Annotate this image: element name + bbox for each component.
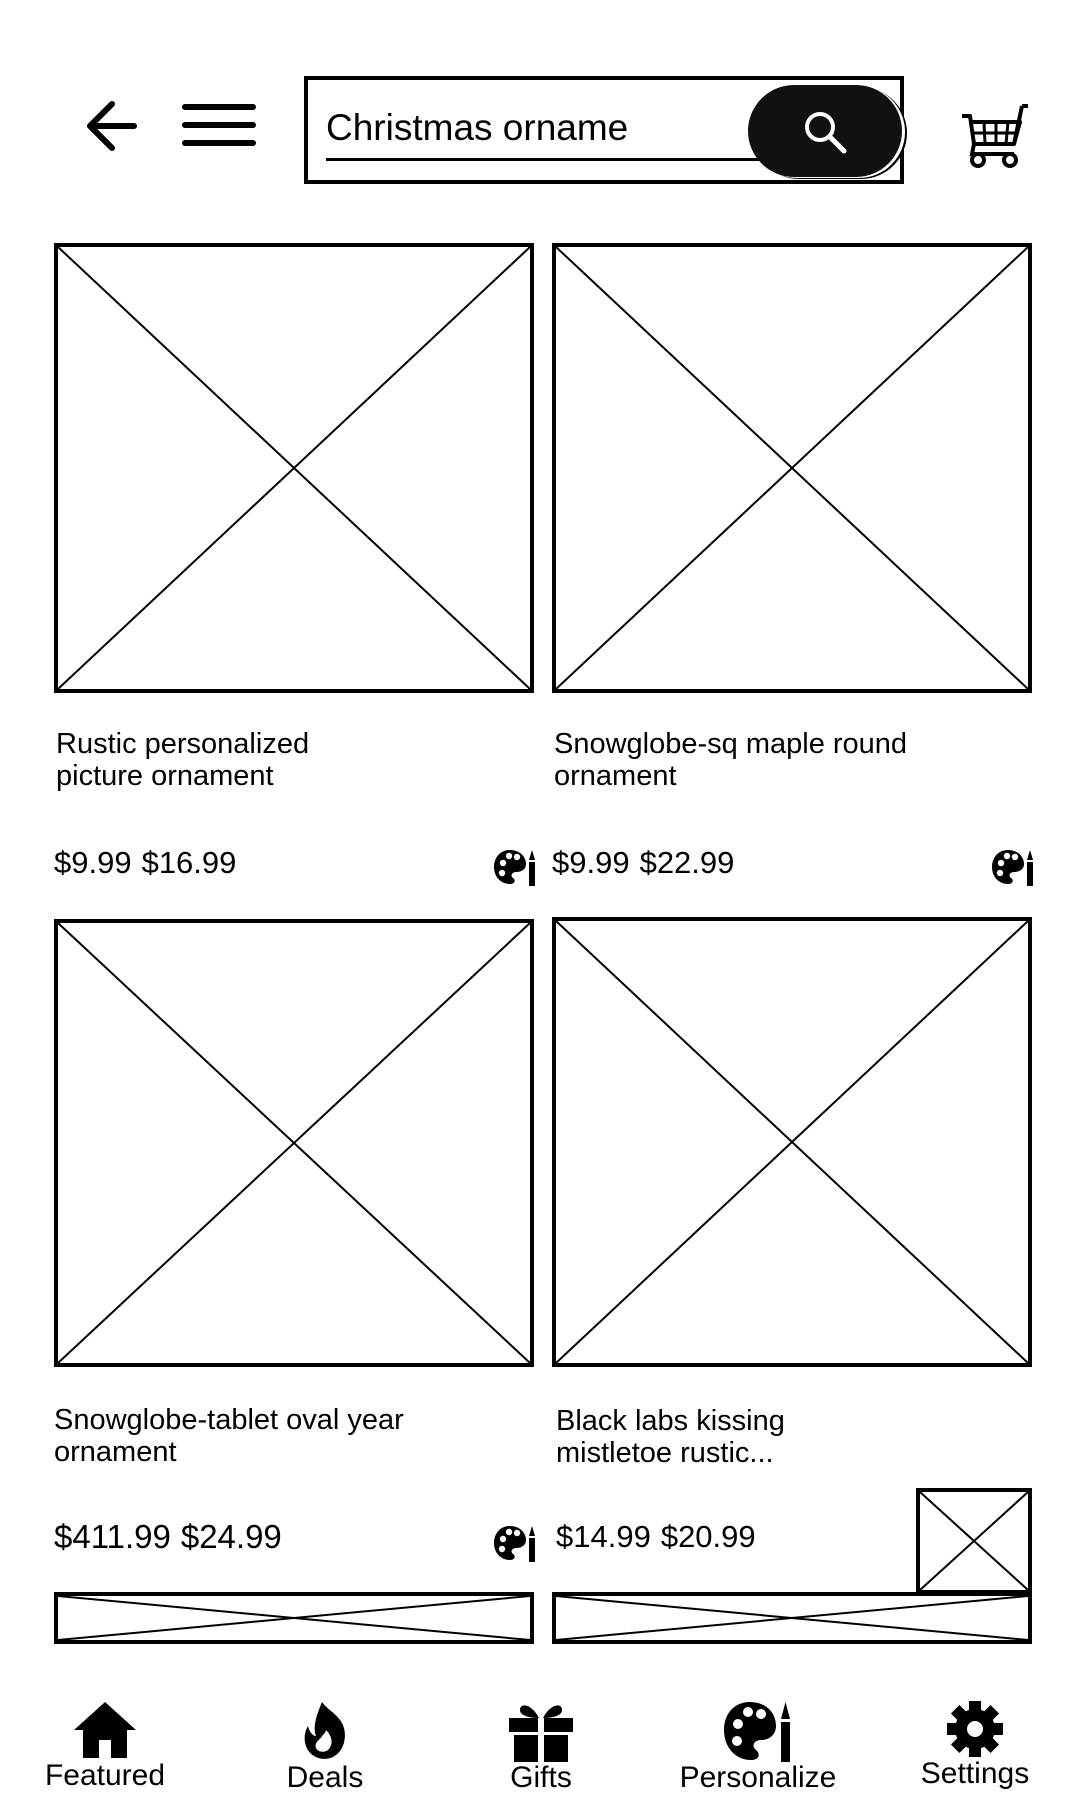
product-image[interactable] xyxy=(54,243,534,693)
palette-brush-icon xyxy=(992,850,1033,886)
image-placeholder-icon xyxy=(58,247,530,689)
palette-brush-icon xyxy=(494,850,535,886)
product-title-line: ornament xyxy=(54,1436,177,1468)
flame-icon xyxy=(304,1702,345,1759)
search-input[interactable] xyxy=(326,98,766,161)
nav-label: Personalize xyxy=(679,1761,837,1794)
image-placeholder-icon xyxy=(920,1492,1028,1590)
regular-price: $20.99 xyxy=(660,1519,756,1554)
image-placeholder-icon xyxy=(556,1596,1028,1640)
personalize-badge[interactable] xyxy=(992,848,1034,886)
product-thumbnail[interactable] xyxy=(916,1488,1032,1594)
product-image[interactable] xyxy=(552,1592,1032,1644)
sale-price: $411.99 xyxy=(54,1518,171,1555)
product-image[interactable] xyxy=(552,917,1032,1367)
cart-button[interactable] xyxy=(956,100,1028,170)
product-title[interactable]: Snowglobe-sq maple round ornament xyxy=(554,728,984,792)
palette-icon xyxy=(724,1702,790,1762)
image-placeholder-icon xyxy=(556,921,1028,1363)
product-prices: $411.99 $24.99 xyxy=(54,1518,282,1556)
product-image[interactable] xyxy=(54,919,534,1367)
cart-icon xyxy=(962,104,1028,168)
sale-price: $9.99 xyxy=(552,845,630,880)
hamburger-icon xyxy=(182,104,256,146)
product-title-line: ornament xyxy=(554,760,677,792)
nav-label: Featured xyxy=(44,1759,166,1792)
product-title-line: Black labs kissing xyxy=(556,1405,785,1437)
personalize-badge[interactable] xyxy=(494,1524,536,1562)
product-title-line: Snowglobe-sq maple round xyxy=(554,728,908,760)
home-icon xyxy=(74,1702,136,1758)
gift-icon xyxy=(509,1705,573,1762)
nav-personalize[interactable]: Personalize xyxy=(668,1700,848,1800)
product-prices: $14.99 $20.99 xyxy=(556,1519,756,1555)
product-image[interactable] xyxy=(552,243,1032,693)
product-title-line: mistletoe rustic... xyxy=(556,1437,774,1469)
palette-brush-icon xyxy=(494,1526,535,1562)
arrow-left-icon xyxy=(87,101,137,151)
product-title[interactable]: Rustic personalized picture ornament xyxy=(56,728,486,792)
regular-price: $24.99 xyxy=(180,1518,282,1555)
search-icon xyxy=(805,112,847,154)
search-button[interactable] xyxy=(748,85,902,177)
sale-price: $14.99 xyxy=(556,1519,651,1554)
nav-settings[interactable]: Settings xyxy=(900,1700,1050,1800)
product-prices: $9.99 $22.99 xyxy=(552,845,734,881)
nav-featured[interactable]: Featured xyxy=(30,1700,180,1800)
image-placeholder-icon xyxy=(58,923,530,1363)
nav-label: Settings xyxy=(920,1757,1030,1790)
product-prices: $9.99 $16.99 xyxy=(54,845,236,881)
personalize-badge[interactable] xyxy=(494,848,536,886)
regular-price: $16.99 xyxy=(141,845,237,880)
image-placeholder-icon xyxy=(556,247,1028,689)
product-title[interactable]: Black labs kissing mistletoe rustic... xyxy=(556,1405,986,1469)
regular-price: $22.99 xyxy=(639,845,735,880)
nav-label: Gifts xyxy=(510,1761,572,1794)
nav-label: Deals xyxy=(286,1761,364,1794)
nav-deals[interactable]: Deals xyxy=(250,1700,400,1800)
product-image[interactable] xyxy=(54,1592,534,1644)
image-placeholder-icon xyxy=(58,1596,530,1640)
product-title[interactable]: Snowglobe-tablet oval year ornament xyxy=(54,1404,484,1468)
back-button[interactable] xyxy=(84,96,144,156)
menu-button[interactable] xyxy=(182,104,256,154)
product-title-line: picture ornament xyxy=(56,760,274,792)
sale-price: $9.99 xyxy=(54,845,132,880)
search-bar xyxy=(304,76,904,184)
nav-gifts[interactable]: Gifts xyxy=(466,1700,616,1800)
gear-icon xyxy=(947,1701,1003,1757)
product-title-line: Rustic personalized xyxy=(56,728,310,760)
product-title-line: Snowglobe-tablet oval year xyxy=(54,1404,404,1436)
